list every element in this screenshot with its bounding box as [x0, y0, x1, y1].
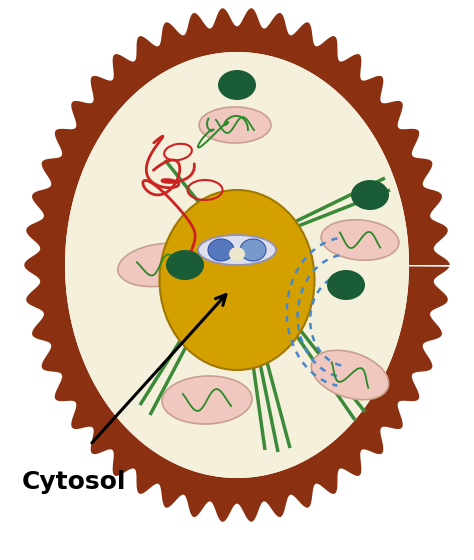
Text: Cytosol: Cytosol: [22, 470, 127, 494]
Ellipse shape: [159, 190, 315, 370]
Ellipse shape: [118, 244, 202, 287]
Ellipse shape: [321, 220, 399, 260]
Ellipse shape: [208, 239, 234, 261]
Ellipse shape: [162, 376, 252, 424]
Ellipse shape: [327, 270, 365, 300]
Ellipse shape: [198, 235, 276, 265]
Ellipse shape: [240, 239, 266, 261]
Ellipse shape: [229, 247, 245, 261]
Ellipse shape: [311, 351, 389, 400]
Ellipse shape: [166, 250, 204, 280]
Ellipse shape: [218, 70, 256, 100]
Polygon shape: [24, 8, 450, 522]
Polygon shape: [65, 52, 409, 478]
Ellipse shape: [351, 180, 389, 210]
Ellipse shape: [199, 107, 271, 143]
